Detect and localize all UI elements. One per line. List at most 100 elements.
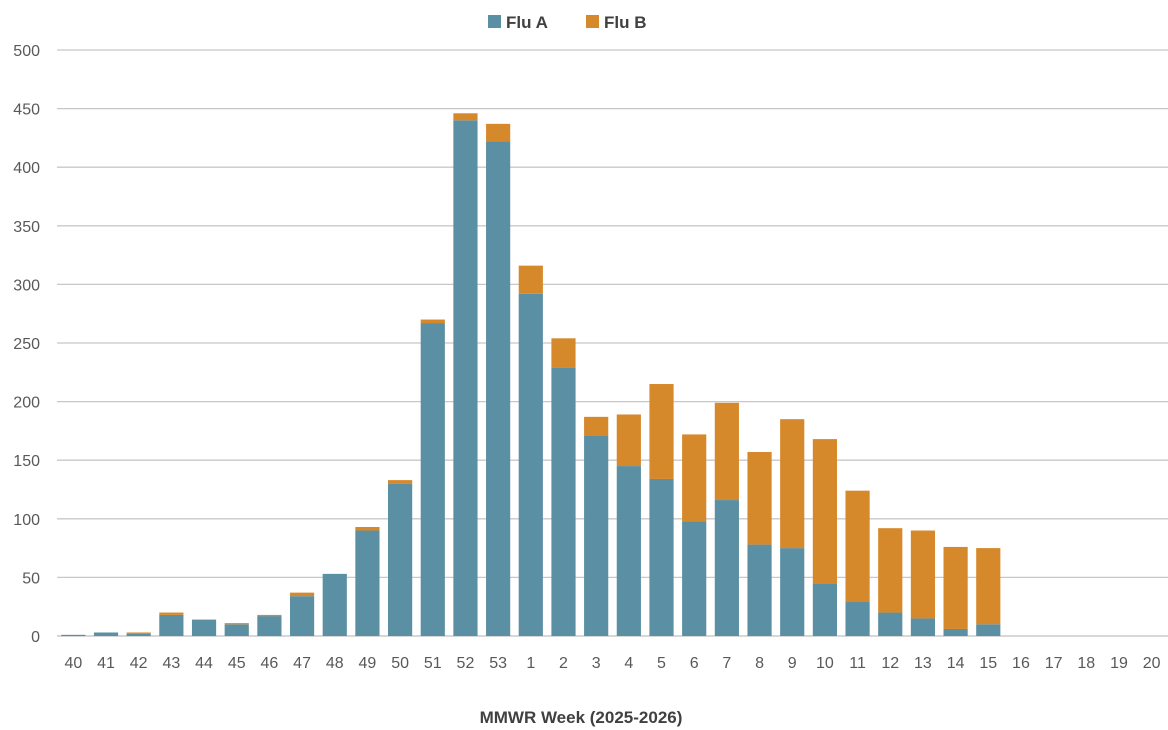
x-axis-title: MMWR Week (2025-2026) bbox=[480, 708, 683, 727]
bar-flu-b-week-10 bbox=[812, 439, 837, 584]
bar-flu-a-week-13 bbox=[910, 618, 936, 636]
bar-flu-a-week-8 bbox=[747, 544, 772, 636]
bar-flu-a-week-1 bbox=[518, 293, 543, 636]
bar-flu-b-week-42 bbox=[126, 632, 151, 634]
y-tick-label-500: 500 bbox=[13, 43, 40, 60]
bar-flu-a-week-46 bbox=[257, 616, 282, 636]
bar-flu-b-week-6 bbox=[682, 434, 707, 522]
bar-flu-b-week-2 bbox=[551, 338, 576, 368]
x-tick-label-42: 42 bbox=[130, 655, 148, 672]
bar-flu-a-week-52 bbox=[453, 120, 478, 636]
bar-flu-a-week-49 bbox=[355, 530, 380, 636]
x-tick-label-2: 2 bbox=[559, 655, 568, 672]
y-tick-label-0: 0 bbox=[31, 629, 40, 646]
bar-flu-a-week-53 bbox=[486, 141, 511, 636]
bar-flu-a-week-41 bbox=[93, 632, 119, 636]
bar-flu-b-week-12 bbox=[878, 528, 903, 613]
x-axis-tick-labels: 40 41 42 43 44 45 46 47 48 49 50 51 52 53 1 2 3 4 5 6 7 8 9 10 1… bbox=[64, 655, 1160, 672]
bar-flu-a-week-51 bbox=[420, 323, 445, 636]
bar-flu-b-week-52 bbox=[453, 113, 478, 121]
x-tick-label-45: 45 bbox=[228, 655, 246, 672]
x-tick-label-20: 20 bbox=[1143, 655, 1161, 672]
y-tick-label-150: 150 bbox=[13, 453, 40, 470]
bar-flu-b-week-9 bbox=[780, 419, 805, 549]
x-tick-label-44: 44 bbox=[195, 655, 213, 672]
bars bbox=[61, 113, 1001, 636]
x-tick-label-43: 43 bbox=[162, 655, 180, 672]
x-tick-label-50: 50 bbox=[391, 655, 409, 672]
x-tick-label-11: 11 bbox=[849, 655, 866, 672]
bar-flu-b-week-8 bbox=[747, 451, 772, 545]
bar-flu-a-week-11 bbox=[845, 602, 870, 636]
x-tick-label-5: 5 bbox=[657, 655, 666, 672]
x-tick-label-19: 19 bbox=[1110, 655, 1128, 672]
bar-flu-a-week-7 bbox=[714, 500, 739, 636]
x-tick-label-10: 10 bbox=[816, 655, 834, 672]
bar-flu-a-week-4 bbox=[616, 466, 641, 636]
bar-flu-a-week-14 bbox=[943, 628, 968, 636]
bar-flu-a-week-50 bbox=[388, 483, 413, 636]
y-tick-label-450: 450 bbox=[13, 102, 40, 119]
bar-flu-b-week-4 bbox=[616, 414, 641, 467]
bar-flu-a-week-12 bbox=[878, 612, 903, 636]
y-tick-label-400: 400 bbox=[13, 160, 40, 177]
y-tick-label-250: 250 bbox=[13, 336, 40, 353]
y-axis-tick-labels: 0 50 100 150 200 250 300 350 400 450 500 bbox=[13, 43, 40, 646]
x-tick-label-40: 40 bbox=[64, 655, 82, 672]
bar-flu-b-week-53 bbox=[486, 123, 511, 142]
x-tick-label-16: 16 bbox=[1012, 655, 1030, 672]
x-tick-label-18: 18 bbox=[1077, 655, 1095, 672]
legend-label-flu-b: Flu B bbox=[604, 13, 647, 32]
x-tick-label-17: 17 bbox=[1045, 655, 1063, 672]
y-tick-label-300: 300 bbox=[13, 277, 40, 294]
bar-flu-a-week-6 bbox=[682, 521, 707, 636]
gridlines bbox=[57, 49, 1168, 637]
x-tick-label-53: 53 bbox=[489, 655, 507, 672]
bar-flu-b-week-47 bbox=[289, 592, 315, 597]
bar-flu-b-week-43 bbox=[159, 612, 184, 615]
bar-flu-b-week-3 bbox=[584, 416, 609, 436]
bar-flu-b-week-50 bbox=[388, 480, 413, 484]
x-tick-label-14: 14 bbox=[947, 655, 965, 672]
bar-flu-b-week-51 bbox=[420, 319, 445, 324]
y-tick-label-350: 350 bbox=[13, 219, 40, 236]
bar-flu-a-week-47 bbox=[289, 596, 315, 636]
x-tick-label-51: 51 bbox=[424, 655, 442, 672]
bar-flu-a-week-44 bbox=[191, 619, 217, 636]
legend-label-flu-a: Flu A bbox=[506, 13, 548, 32]
x-tick-label-15: 15 bbox=[979, 655, 997, 672]
x-tick-label-3: 3 bbox=[592, 655, 601, 672]
bar-flu-b-week-13 bbox=[910, 530, 936, 619]
bar-flu-a-week-42 bbox=[126, 633, 151, 636]
bar-flu-a-week-3 bbox=[584, 435, 609, 636]
bar-flu-b-week-45 bbox=[224, 623, 249, 625]
x-tick-label-12: 12 bbox=[881, 655, 899, 672]
y-tick-label-100: 100 bbox=[13, 512, 40, 529]
y-tick-label-50: 50 bbox=[22, 570, 40, 587]
x-tick-label-7: 7 bbox=[722, 655, 731, 672]
x-tick-label-49: 49 bbox=[359, 655, 377, 672]
bar-flu-a-week-45 bbox=[224, 624, 249, 636]
bar-flu-a-week-48 bbox=[322, 573, 347, 636]
x-tick-label-48: 48 bbox=[326, 655, 344, 672]
bar-flu-b-week-15 bbox=[976, 548, 1001, 625]
x-tick-label-47: 47 bbox=[293, 655, 311, 672]
x-tick-label-13: 13 bbox=[914, 655, 932, 672]
bar-flu-a-week-40 bbox=[61, 634, 86, 636]
bar-flu-b-week-7 bbox=[714, 402, 739, 501]
bar-flu-b-week-49 bbox=[355, 527, 380, 531]
bar-flu-b-week-46 bbox=[257, 614, 282, 617]
x-tick-label-8: 8 bbox=[755, 655, 764, 672]
x-tick-label-9: 9 bbox=[788, 655, 797, 672]
legend-swatch-flu-b bbox=[586, 15, 599, 28]
bar-flu-b-week-5 bbox=[649, 384, 674, 479]
x-tick-label-41: 41 bbox=[97, 655, 115, 672]
bar-flu-a-week-10 bbox=[812, 583, 837, 636]
legend-swatch-flu-a bbox=[488, 15, 501, 28]
bar-flu-a-week-9 bbox=[780, 548, 805, 636]
legend: Flu A Flu B bbox=[488, 13, 647, 32]
bar-flu-a-week-5 bbox=[649, 478, 674, 636]
bar-flu-b-week-11 bbox=[845, 490, 870, 603]
x-tick-label-46: 46 bbox=[260, 655, 278, 672]
